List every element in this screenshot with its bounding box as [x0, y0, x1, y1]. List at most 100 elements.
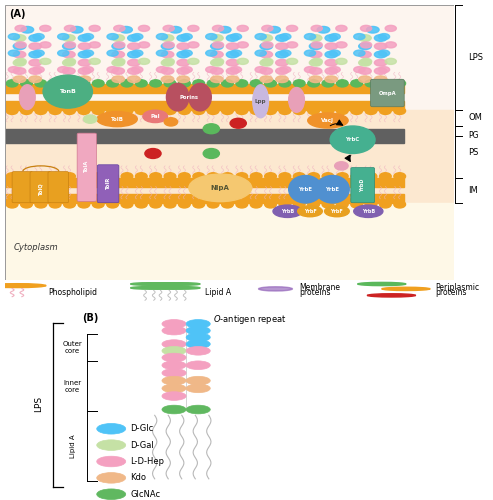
Ellipse shape [262, 26, 273, 32]
Circle shape [78, 108, 90, 114]
Ellipse shape [29, 51, 41, 58]
Ellipse shape [128, 76, 140, 82]
Circle shape [107, 108, 118, 114]
Circle shape [150, 173, 162, 180]
Ellipse shape [21, 26, 34, 33]
Bar [5, 128, 404, 142]
Ellipse shape [359, 76, 371, 82]
Ellipse shape [162, 376, 186, 385]
Ellipse shape [13, 34, 26, 42]
Ellipse shape [120, 26, 132, 33]
Ellipse shape [181, 66, 192, 72]
Circle shape [265, 108, 277, 114]
Ellipse shape [260, 68, 273, 74]
Ellipse shape [354, 50, 365, 56]
Ellipse shape [186, 361, 211, 370]
Ellipse shape [161, 51, 174, 58]
Ellipse shape [97, 112, 137, 126]
Circle shape [365, 173, 377, 180]
Ellipse shape [161, 43, 174, 50]
Circle shape [21, 201, 33, 208]
Ellipse shape [181, 50, 192, 56]
Circle shape [265, 80, 277, 87]
Ellipse shape [63, 76, 75, 82]
Ellipse shape [309, 76, 322, 82]
Text: GlcNAc: GlcNAc [131, 490, 161, 498]
Bar [5, 203, 454, 280]
Ellipse shape [33, 34, 44, 40]
Ellipse shape [63, 60, 75, 66]
Ellipse shape [286, 58, 298, 64]
Ellipse shape [112, 60, 125, 66]
Text: Lipid A: Lipid A [206, 288, 232, 296]
Ellipse shape [212, 42, 224, 48]
Text: LPS: LPS [34, 396, 43, 412]
Circle shape [107, 173, 118, 180]
Circle shape [207, 80, 219, 87]
Circle shape [164, 118, 177, 126]
Circle shape [322, 80, 334, 87]
Ellipse shape [162, 361, 186, 370]
Ellipse shape [186, 405, 211, 414]
Ellipse shape [255, 66, 266, 72]
Ellipse shape [260, 60, 273, 66]
Ellipse shape [237, 42, 248, 48]
Ellipse shape [325, 34, 338, 42]
Circle shape [162, 286, 200, 289]
Ellipse shape [107, 50, 118, 56]
Circle shape [330, 126, 375, 154]
Ellipse shape [177, 51, 189, 58]
Text: Inner
core: Inner core [64, 380, 82, 393]
Ellipse shape [63, 68, 75, 74]
Text: Membrane: Membrane [300, 283, 341, 292]
Ellipse shape [374, 76, 387, 82]
FancyBboxPatch shape [97, 165, 119, 202]
Ellipse shape [308, 113, 348, 128]
Circle shape [64, 173, 75, 180]
Text: Lipid A: Lipid A [70, 434, 75, 458]
Ellipse shape [374, 68, 387, 74]
Ellipse shape [114, 26, 125, 32]
Ellipse shape [33, 66, 44, 72]
Ellipse shape [40, 26, 51, 32]
Ellipse shape [276, 51, 288, 58]
Ellipse shape [226, 51, 239, 58]
Ellipse shape [286, 42, 298, 48]
Circle shape [394, 201, 406, 208]
Text: D-Gal: D-Gal [131, 440, 154, 450]
Circle shape [193, 80, 205, 87]
Circle shape [207, 173, 219, 180]
Ellipse shape [379, 66, 389, 72]
Circle shape [136, 173, 147, 180]
Ellipse shape [325, 60, 338, 66]
Ellipse shape [226, 34, 239, 42]
Circle shape [193, 201, 205, 208]
Bar [5, 194, 404, 203]
Ellipse shape [128, 68, 140, 74]
Ellipse shape [316, 176, 349, 203]
Ellipse shape [78, 60, 91, 66]
Ellipse shape [112, 51, 125, 58]
Ellipse shape [114, 58, 125, 64]
Ellipse shape [359, 60, 371, 66]
Ellipse shape [58, 34, 69, 40]
Ellipse shape [161, 60, 174, 66]
Circle shape [293, 201, 305, 208]
Circle shape [250, 80, 262, 87]
Text: YrbD: YrbD [360, 178, 365, 192]
Ellipse shape [260, 34, 273, 42]
Ellipse shape [211, 76, 223, 82]
Ellipse shape [89, 58, 100, 64]
Ellipse shape [309, 60, 322, 66]
Text: YrbE: YrbE [299, 186, 313, 192]
Ellipse shape [189, 174, 251, 202]
Ellipse shape [132, 50, 143, 56]
Circle shape [178, 108, 190, 114]
Text: YrbF: YrbF [330, 209, 343, 214]
Circle shape [351, 80, 362, 87]
Ellipse shape [186, 320, 211, 328]
Ellipse shape [230, 50, 242, 56]
Ellipse shape [385, 58, 396, 64]
Circle shape [21, 173, 33, 180]
Ellipse shape [107, 66, 118, 72]
